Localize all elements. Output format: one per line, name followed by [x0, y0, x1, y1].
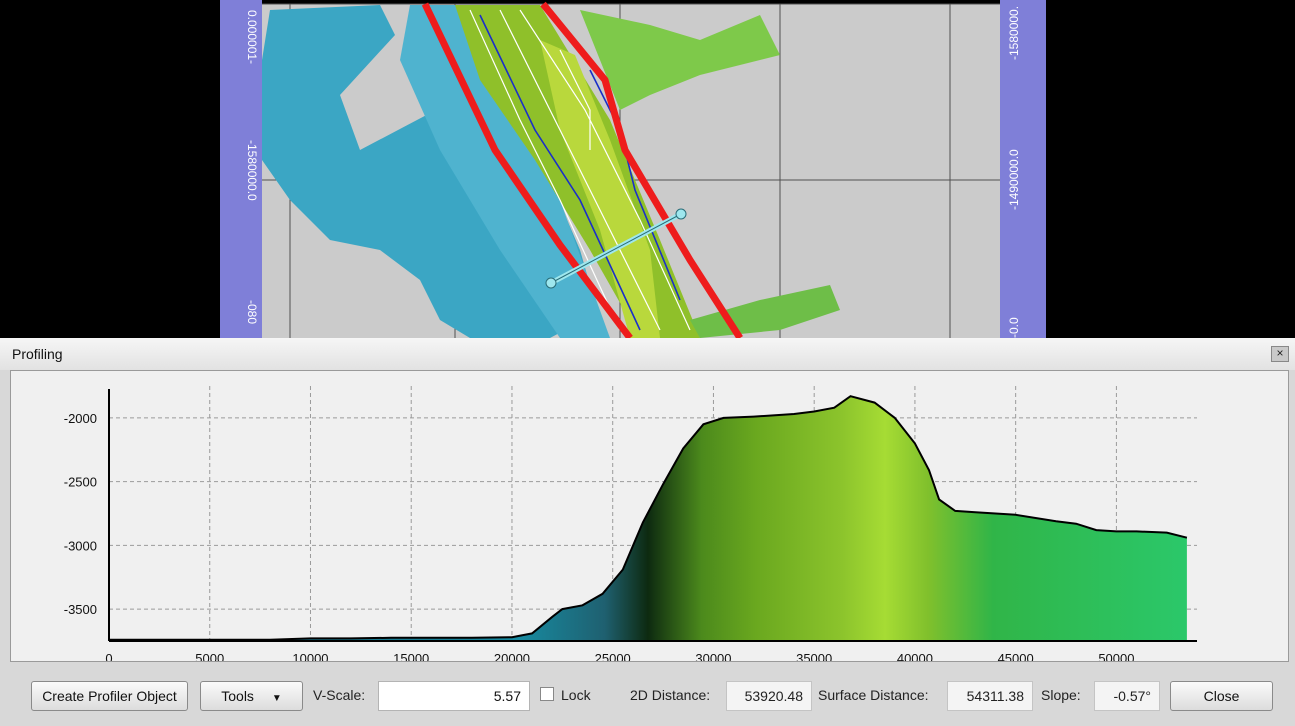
- left-ruler-label: -080: [245, 300, 259, 324]
- profile-end-handle: [675, 208, 687, 220]
- panel-title: Profiling: [12, 346, 63, 362]
- y-tick-label: -3500: [64, 602, 97, 617]
- y-tick-label: -3000: [64, 538, 97, 553]
- chevron-down-icon: ▼: [271, 693, 282, 704]
- left-ruler-label: -1580000.0: [245, 140, 259, 201]
- y-tick-labels: -2000 -2500 -3000 -3500: [64, 411, 97, 617]
- close-button[interactable]: Close: [1170, 681, 1273, 711]
- distance-2d-label: 2D Distance:: [630, 687, 711, 703]
- contour-lines: [469, 9, 691, 331]
- right-ruler-label: -1490000.0: [1007, 149, 1021, 210]
- ridge-peak-area: [540, 40, 660, 338]
- y-tick-label: -2500: [64, 475, 97, 490]
- x-tick-label: 45000: [998, 651, 1034, 661]
- x-tick-label: 5000: [195, 651, 224, 661]
- x-tick-label: 0: [105, 651, 112, 661]
- profile-line-core: [550, 213, 682, 284]
- x-tick-label: 50000: [1098, 651, 1134, 661]
- profile-series-line: [109, 395, 1188, 641]
- lock-label: Lock: [561, 687, 591, 703]
- profiling-panel: Profiling ×: [0, 338, 1295, 726]
- x-tick-label: 10000: [292, 651, 328, 661]
- surface-distance-label: Surface Distance:: [818, 687, 929, 703]
- profile-chart: 0 5000 10000 15000 20000 25000 30000 35000 40000…: [64, 386, 1197, 661]
- y-tick-label: -2000: [64, 411, 97, 426]
- create-profiler-object-button[interactable]: Create Profiler Object: [31, 681, 188, 711]
- map-view[interactable]: 0.000001- -1580000.0 -080 -1580000. -149…: [0, 0, 1295, 338]
- vscale-label: V-Scale:: [313, 687, 366, 703]
- bathymetry-map[interactable]: 0.000001- -1580000.0 -080 -1580000. -149…: [0, 0, 1295, 338]
- profile-area: [109, 396, 1187, 641]
- left-ruler-label: 0.000001-: [245, 10, 259, 64]
- left-ruler: [220, 0, 262, 338]
- x-tick-label: 20000: [494, 651, 530, 661]
- slope-value: -0.57°: [1094, 681, 1160, 711]
- x-tick-label: 30000: [695, 651, 731, 661]
- tools-label: Tools: [221, 688, 254, 704]
- right-ruler: [1000, 0, 1046, 338]
- x-tick-label: 40000: [897, 651, 933, 661]
- tools-dropdown-button[interactable]: Tools ▼: [200, 681, 303, 711]
- right-ruler-label: -1580000.: [1007, 6, 1021, 60]
- panel-close-icon[interactable]: ×: [1271, 346, 1289, 362]
- survey-coverage-right: [580, 10, 780, 110]
- x-tick-label: 35000: [796, 651, 832, 661]
- lock-checkbox[interactable]: [540, 687, 554, 701]
- x-tick-label: 15000: [393, 651, 429, 661]
- x-tick-labels: 0 5000 10000 15000 20000 25000 30000 35000 40000…: [105, 651, 1134, 661]
- profile-chart-frame: 0 5000 10000 15000 20000 25000 30000 35000 40000…: [10, 370, 1289, 662]
- slope-label: Slope:: [1041, 687, 1081, 703]
- panel-titlebar: Profiling ×: [0, 338, 1295, 370]
- distance-2d-value: 53920.48: [726, 681, 812, 711]
- right-ruler-label: -0.0: [1007, 317, 1021, 338]
- survey-corridor-outline: [421, 1, 743, 338]
- x-tick-label: 25000: [595, 651, 631, 661]
- survey-coverage-swath: [400, 5, 610, 338]
- surface-distance-value: 54311.38: [947, 681, 1033, 711]
- profile-start-handle: [545, 277, 557, 289]
- vscale-input[interactable]: [378, 681, 530, 711]
- chart-axes: [108, 389, 1197, 642]
